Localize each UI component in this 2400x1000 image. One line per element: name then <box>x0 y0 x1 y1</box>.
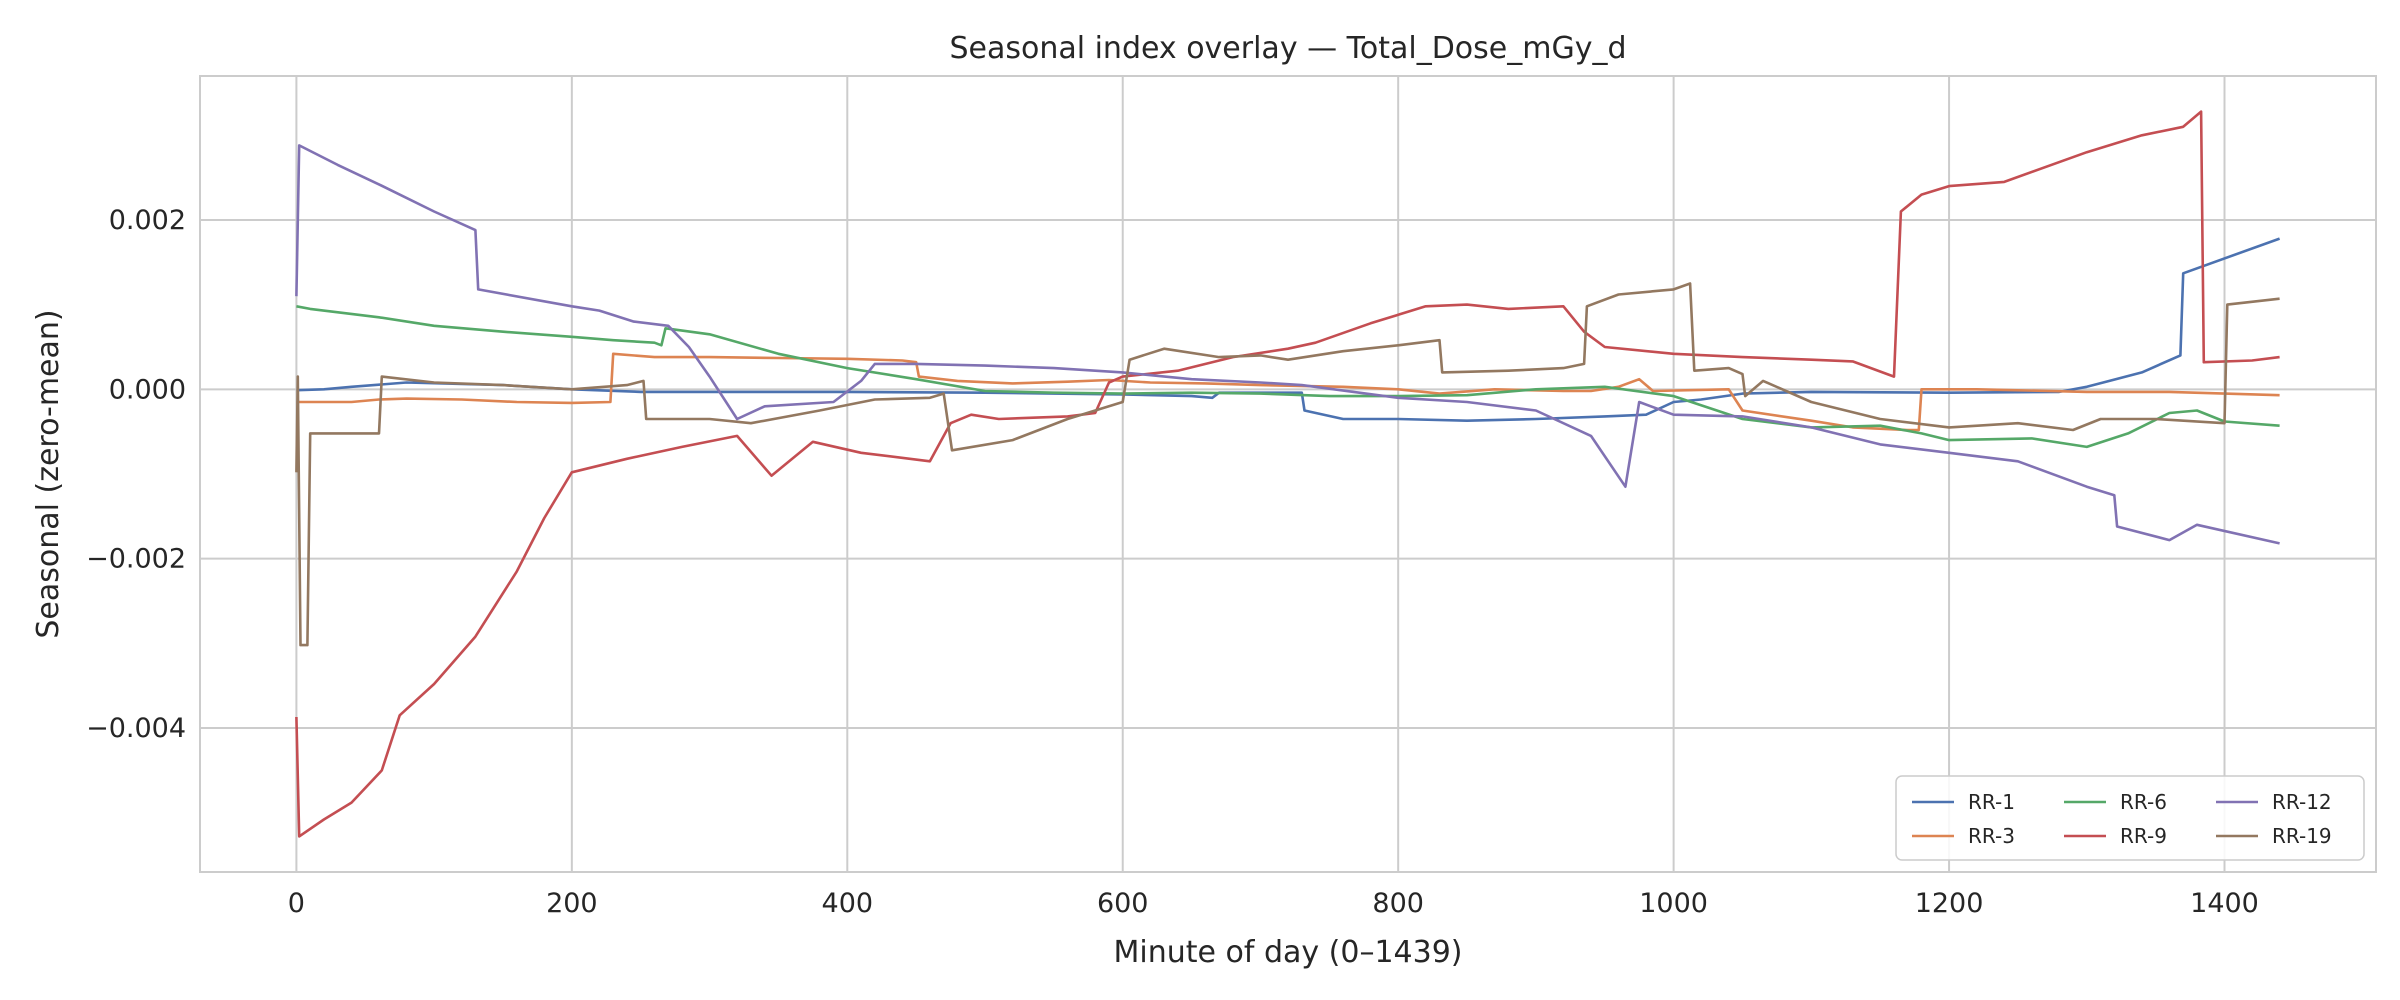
series-line-rr-1 <box>296 237 2281 422</box>
legend-label: RR-9 <box>2120 824 2167 848</box>
legend-label: RR-3 <box>1968 824 2015 848</box>
x-tick-label: 0 <box>288 888 305 919</box>
chart-title: Seasonal index overlay — Total_Dose_mGy_… <box>949 31 1626 66</box>
legend-label: RR-19 <box>2272 824 2332 848</box>
y-tick-label: −0.002 <box>86 544 186 575</box>
series-line-rr-19 <box>295 282 2280 647</box>
y-tick-label: 0.000 <box>109 374 186 405</box>
legend-label: RR-6 <box>2120 790 2167 814</box>
plot-frame <box>199 75 2377 873</box>
x-tick-label: 1000 <box>1639 888 1708 919</box>
x-axis-label: Minute of day (0–1439) <box>1113 935 1462 970</box>
x-tick-label: 1200 <box>1915 888 1984 919</box>
y-tick-label: 0.002 <box>109 205 186 236</box>
y-tick-label: −0.004 <box>86 713 186 744</box>
x-tick-label: 600 <box>1097 888 1149 919</box>
series-line-rr-9 <box>295 110 2280 838</box>
x-tick-labels: 0 200 400 600 800 1000 1200 1400 <box>288 888 2259 919</box>
y-axis-label: Seasonal (zero-mean) <box>31 309 66 638</box>
x-tick-label: 200 <box>546 888 598 919</box>
y-tick-labels: −0.004 −0.002 0.000 0.002 <box>86 205 186 744</box>
legend-label: RR-12 <box>2272 790 2332 814</box>
series-line-rr-6 <box>296 305 2280 449</box>
x-tick-label: 1400 <box>2190 888 2259 919</box>
legend-label: RR-1 <box>1968 790 2015 814</box>
series-line-rr-12 <box>295 144 2280 545</box>
series-layer <box>295 110 2281 838</box>
x-tick-label: 800 <box>1372 888 1424 919</box>
plot-area <box>200 76 2376 872</box>
legend-box <box>1895 775 2365 861</box>
x-tick-label: 400 <box>822 888 874 919</box>
legend: RR-1 RR-3 RR-6 RR-9 RR-12 RR-19 <box>1895 775 2365 861</box>
